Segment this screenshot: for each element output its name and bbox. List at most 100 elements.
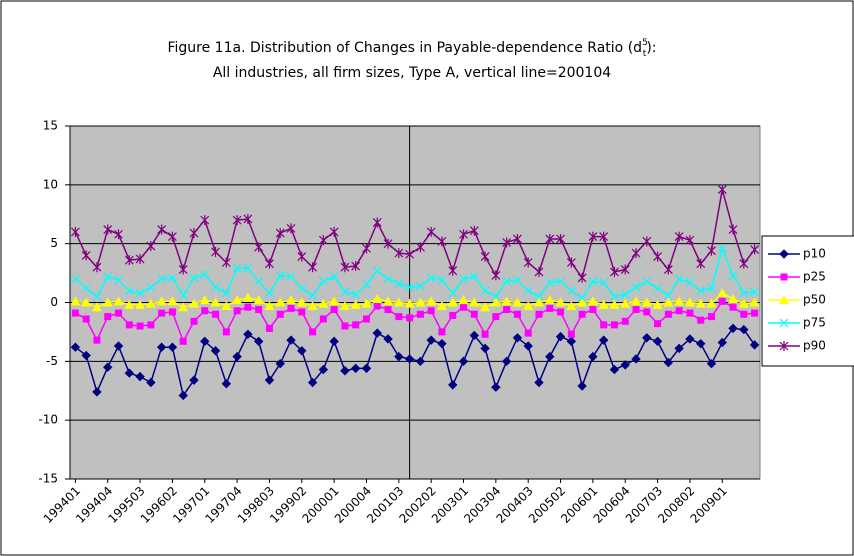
legend-marker [779,318,789,328]
point [460,303,468,311]
point [697,316,705,324]
point [577,293,587,303]
point [491,292,501,302]
point [653,251,663,262]
point [577,272,587,283]
point [361,363,372,374]
point [652,336,663,347]
point [718,297,726,305]
legend-marker [780,273,788,281]
point [350,299,361,309]
point [610,292,619,302]
point [221,378,232,389]
point [384,306,392,314]
point [406,314,414,322]
point [545,278,555,287]
point [190,317,198,325]
point [352,321,360,329]
point [135,299,146,309]
point [394,351,404,362]
point [254,242,264,253]
legend-label: p90 [803,339,826,353]
point [156,296,167,306]
point [415,242,425,253]
point [189,375,199,385]
point [341,322,349,330]
point [114,275,123,285]
point [405,249,415,260]
point [512,275,522,285]
point [664,310,672,318]
point [297,251,307,262]
point [318,235,328,246]
title-part: ): [646,40,656,56]
point [339,301,350,311]
point [523,257,533,268]
point [125,321,133,329]
point [621,317,629,325]
point [276,310,284,318]
point [178,302,189,312]
point [706,298,717,308]
point [546,304,554,312]
point [70,274,80,284]
y-tick-label: -10 [38,413,58,427]
point [243,213,253,224]
point [654,320,662,328]
point [340,366,350,376]
point [199,295,210,305]
point [426,226,436,237]
point [297,346,307,356]
point [264,375,275,385]
point [92,262,102,273]
point [296,297,307,307]
point [534,292,544,302]
point [589,306,597,314]
point [265,288,274,298]
point [577,297,588,307]
point [458,356,469,367]
point [696,258,706,269]
chart-subtitle: All industries, all firm sizes, Type A, … [213,65,611,81]
point [598,299,609,309]
point [436,301,447,311]
point [523,341,533,351]
point [469,225,479,236]
point [480,251,490,262]
point [81,283,91,293]
point [188,298,199,308]
point [502,276,512,286]
point [329,226,339,237]
point [717,184,727,195]
point [750,244,760,255]
point [599,231,609,242]
point [253,336,264,347]
point [588,351,598,362]
y-tick-label: 15 [43,119,58,133]
point [70,226,80,237]
point [243,263,253,273]
point [448,380,458,390]
point [675,307,683,315]
point [642,333,652,343]
point [533,297,544,307]
point [480,302,491,312]
point [566,257,576,268]
point [490,297,501,307]
point [242,292,253,302]
point [706,358,717,369]
point [674,274,684,284]
point [448,288,458,298]
point [717,243,727,253]
point [685,334,695,344]
point [146,241,156,252]
point [685,278,695,287]
point [663,297,674,307]
point [674,296,685,306]
point [92,387,102,397]
point [557,308,565,316]
point [124,255,134,266]
point [189,228,199,239]
point [210,297,221,307]
point [448,265,458,276]
